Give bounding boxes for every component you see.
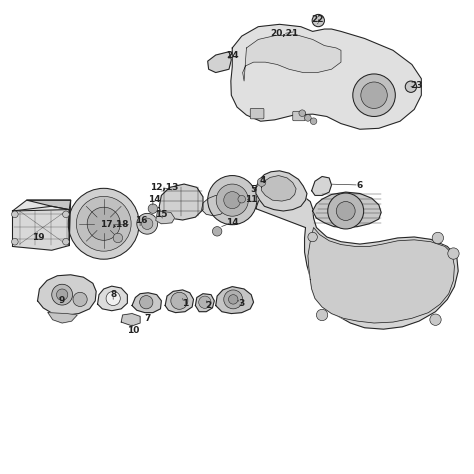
Circle shape <box>63 211 69 218</box>
Circle shape <box>73 292 87 307</box>
Circle shape <box>56 289 68 301</box>
Text: 22: 22 <box>311 15 324 24</box>
Text: 5: 5 <box>250 185 256 194</box>
FancyBboxPatch shape <box>250 109 264 119</box>
Text: 10: 10 <box>127 326 139 335</box>
Circle shape <box>11 238 18 245</box>
Text: 19: 19 <box>32 233 45 241</box>
Text: 6: 6 <box>357 181 363 190</box>
Text: 1: 1 <box>182 299 188 308</box>
Circle shape <box>52 284 73 305</box>
Text: 12,13: 12,13 <box>150 183 178 192</box>
Polygon shape <box>132 293 161 313</box>
Circle shape <box>113 233 123 243</box>
Text: 7: 7 <box>144 314 150 323</box>
Polygon shape <box>121 314 140 326</box>
Circle shape <box>171 292 188 310</box>
Circle shape <box>142 218 153 229</box>
Polygon shape <box>308 228 455 323</box>
Text: 14: 14 <box>226 219 238 228</box>
Circle shape <box>308 232 318 242</box>
Circle shape <box>199 296 211 309</box>
Circle shape <box>312 14 324 27</box>
Circle shape <box>238 195 246 203</box>
Circle shape <box>212 227 222 236</box>
Circle shape <box>87 207 120 240</box>
Text: 23: 23 <box>410 81 423 90</box>
Text: 4: 4 <box>260 176 266 185</box>
Polygon shape <box>98 286 128 311</box>
Circle shape <box>63 238 69 245</box>
Circle shape <box>76 196 131 251</box>
Text: 16: 16 <box>135 216 148 225</box>
FancyBboxPatch shape <box>293 111 305 121</box>
Circle shape <box>224 191 241 209</box>
Circle shape <box>405 81 417 92</box>
Polygon shape <box>231 24 421 129</box>
Text: 3: 3 <box>238 299 245 308</box>
Circle shape <box>336 201 355 220</box>
Polygon shape <box>156 211 174 224</box>
Polygon shape <box>208 52 231 73</box>
Circle shape <box>140 296 153 309</box>
Polygon shape <box>256 187 458 329</box>
Polygon shape <box>262 175 296 201</box>
Polygon shape <box>12 206 69 250</box>
Polygon shape <box>313 192 381 228</box>
Polygon shape <box>48 313 77 323</box>
Circle shape <box>137 213 157 234</box>
Circle shape <box>11 211 18 218</box>
Text: 24: 24 <box>226 51 238 60</box>
Circle shape <box>305 115 311 121</box>
Polygon shape <box>312 176 331 195</box>
Polygon shape <box>37 275 96 315</box>
Text: 14: 14 <box>148 195 161 204</box>
Circle shape <box>353 74 395 117</box>
Text: 15: 15 <box>155 210 168 219</box>
Circle shape <box>310 118 317 125</box>
Polygon shape <box>165 290 193 313</box>
Text: 9: 9 <box>58 296 64 305</box>
Text: 8: 8 <box>111 290 117 299</box>
Text: 11: 11 <box>245 195 257 204</box>
Circle shape <box>216 184 248 216</box>
Circle shape <box>328 193 364 229</box>
Polygon shape <box>195 294 214 312</box>
Polygon shape <box>159 184 203 220</box>
Circle shape <box>106 292 120 306</box>
Circle shape <box>228 295 238 304</box>
Circle shape <box>317 310 328 320</box>
Text: 17,18: 17,18 <box>100 220 128 229</box>
Circle shape <box>257 178 266 186</box>
Circle shape <box>68 188 139 259</box>
Circle shape <box>361 82 387 109</box>
Circle shape <box>432 232 444 244</box>
Polygon shape <box>256 171 307 211</box>
Polygon shape <box>12 200 71 211</box>
Circle shape <box>148 204 157 213</box>
Polygon shape <box>243 35 341 81</box>
Circle shape <box>224 290 243 309</box>
Polygon shape <box>201 195 227 216</box>
Circle shape <box>208 175 257 225</box>
Text: 2: 2 <box>206 301 212 310</box>
Circle shape <box>448 248 459 259</box>
Circle shape <box>430 314 441 325</box>
Polygon shape <box>27 200 71 246</box>
Text: 20,21: 20,21 <box>270 29 299 38</box>
Circle shape <box>299 110 306 117</box>
Polygon shape <box>216 287 254 314</box>
